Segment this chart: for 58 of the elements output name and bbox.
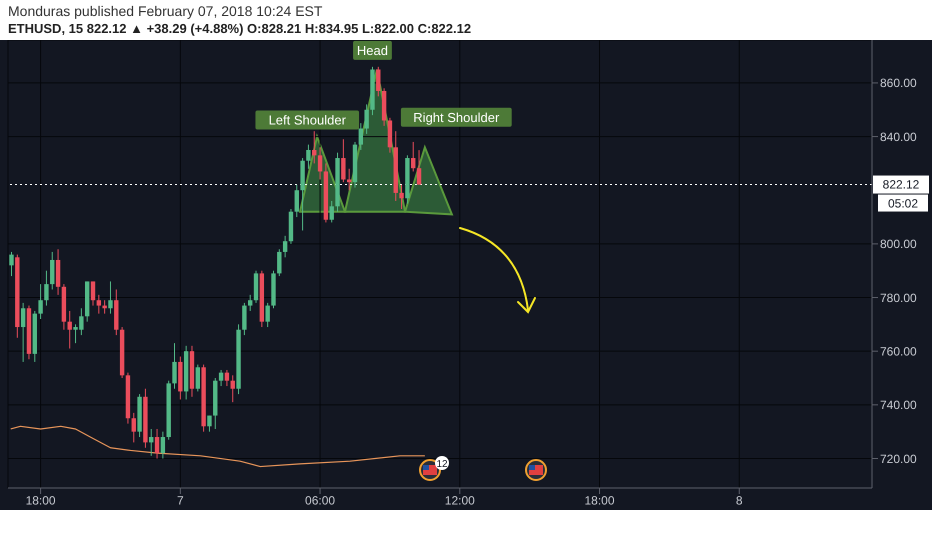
candlestick <box>411 141 416 172</box>
candlestick <box>277 248 282 277</box>
y-tick-label: 740.00 <box>880 398 918 412</box>
candlestick <box>364 104 369 134</box>
x-tick-label: 18:00 <box>26 494 56 508</box>
candlestick <box>218 369 224 387</box>
candlestick <box>248 294 252 312</box>
y-tick-label: 780.00 <box>880 290 918 305</box>
x-tick-label: 8 <box>736 494 743 508</box>
x-tick-label: 18:00 <box>584 494 615 508</box>
candlestick <box>341 138 346 183</box>
candlestick <box>108 280 113 314</box>
candlestick <box>9 251 14 277</box>
x-tick-label: 7 <box>176 494 184 508</box>
candlestick <box>399 184 404 210</box>
candlestick <box>312 130 316 164</box>
text: 05:02 <box>888 196 918 211</box>
x-tick-label: 06:00 <box>305 494 336 508</box>
candlestick <box>282 235 288 258</box>
annotation: Right Shoulder <box>413 110 500 125</box>
candlestick <box>376 66 380 97</box>
y-tick-label: 720.00 <box>880 452 918 466</box>
candlestick <box>154 428 160 459</box>
candlestick <box>346 168 352 191</box>
candlestick <box>330 200 334 223</box>
candlestick <box>149 428 154 456</box>
candlestick <box>20 302 26 362</box>
candlestick <box>294 184 299 218</box>
y-tick-label: 760.00 <box>880 344 918 358</box>
annotation: 12 <box>436 459 448 470</box>
chart-title: Monduras published February 07, 2018 10:24 EST <box>8 2 324 19</box>
candlestick <box>358 122 364 150</box>
candlestick <box>416 150 422 186</box>
candlestick <box>265 302 270 328</box>
candlestick <box>318 146 322 180</box>
candlestick <box>38 284 43 320</box>
y-tick-label: 800.00 <box>880 237 918 252</box>
annotation: Head <box>356 42 388 58</box>
candlestick <box>196 364 200 392</box>
x-tick-label: 12:00 <box>444 494 476 508</box>
candlestick <box>90 280 96 306</box>
candlestick <box>44 270 49 306</box>
candlestick <box>172 342 177 390</box>
candlestick <box>132 412 136 443</box>
annotation: Left Shoulder <box>268 112 347 128</box>
candlestick <box>230 374 235 403</box>
ref-line-label: 822.12 <box>882 178 920 192</box>
candlestick <box>68 310 72 350</box>
candlestick <box>96 294 102 314</box>
candlestick <box>207 415 212 432</box>
candlestick <box>306 144 311 170</box>
candlestick <box>160 431 166 459</box>
line-series <box>10 426 426 468</box>
candlestick <box>224 369 230 387</box>
y-tick-label: 860.00 <box>880 76 918 90</box>
y-tick-label: 840.00 <box>880 130 918 144</box>
chart-subtitle: ETHUSD, 15 822.12 ▲ +38.29 (+4.88%) O:828.21 H:834.95 L:822.00 C:822.12 <box>8 20 472 36</box>
candlestick <box>102 300 107 314</box>
